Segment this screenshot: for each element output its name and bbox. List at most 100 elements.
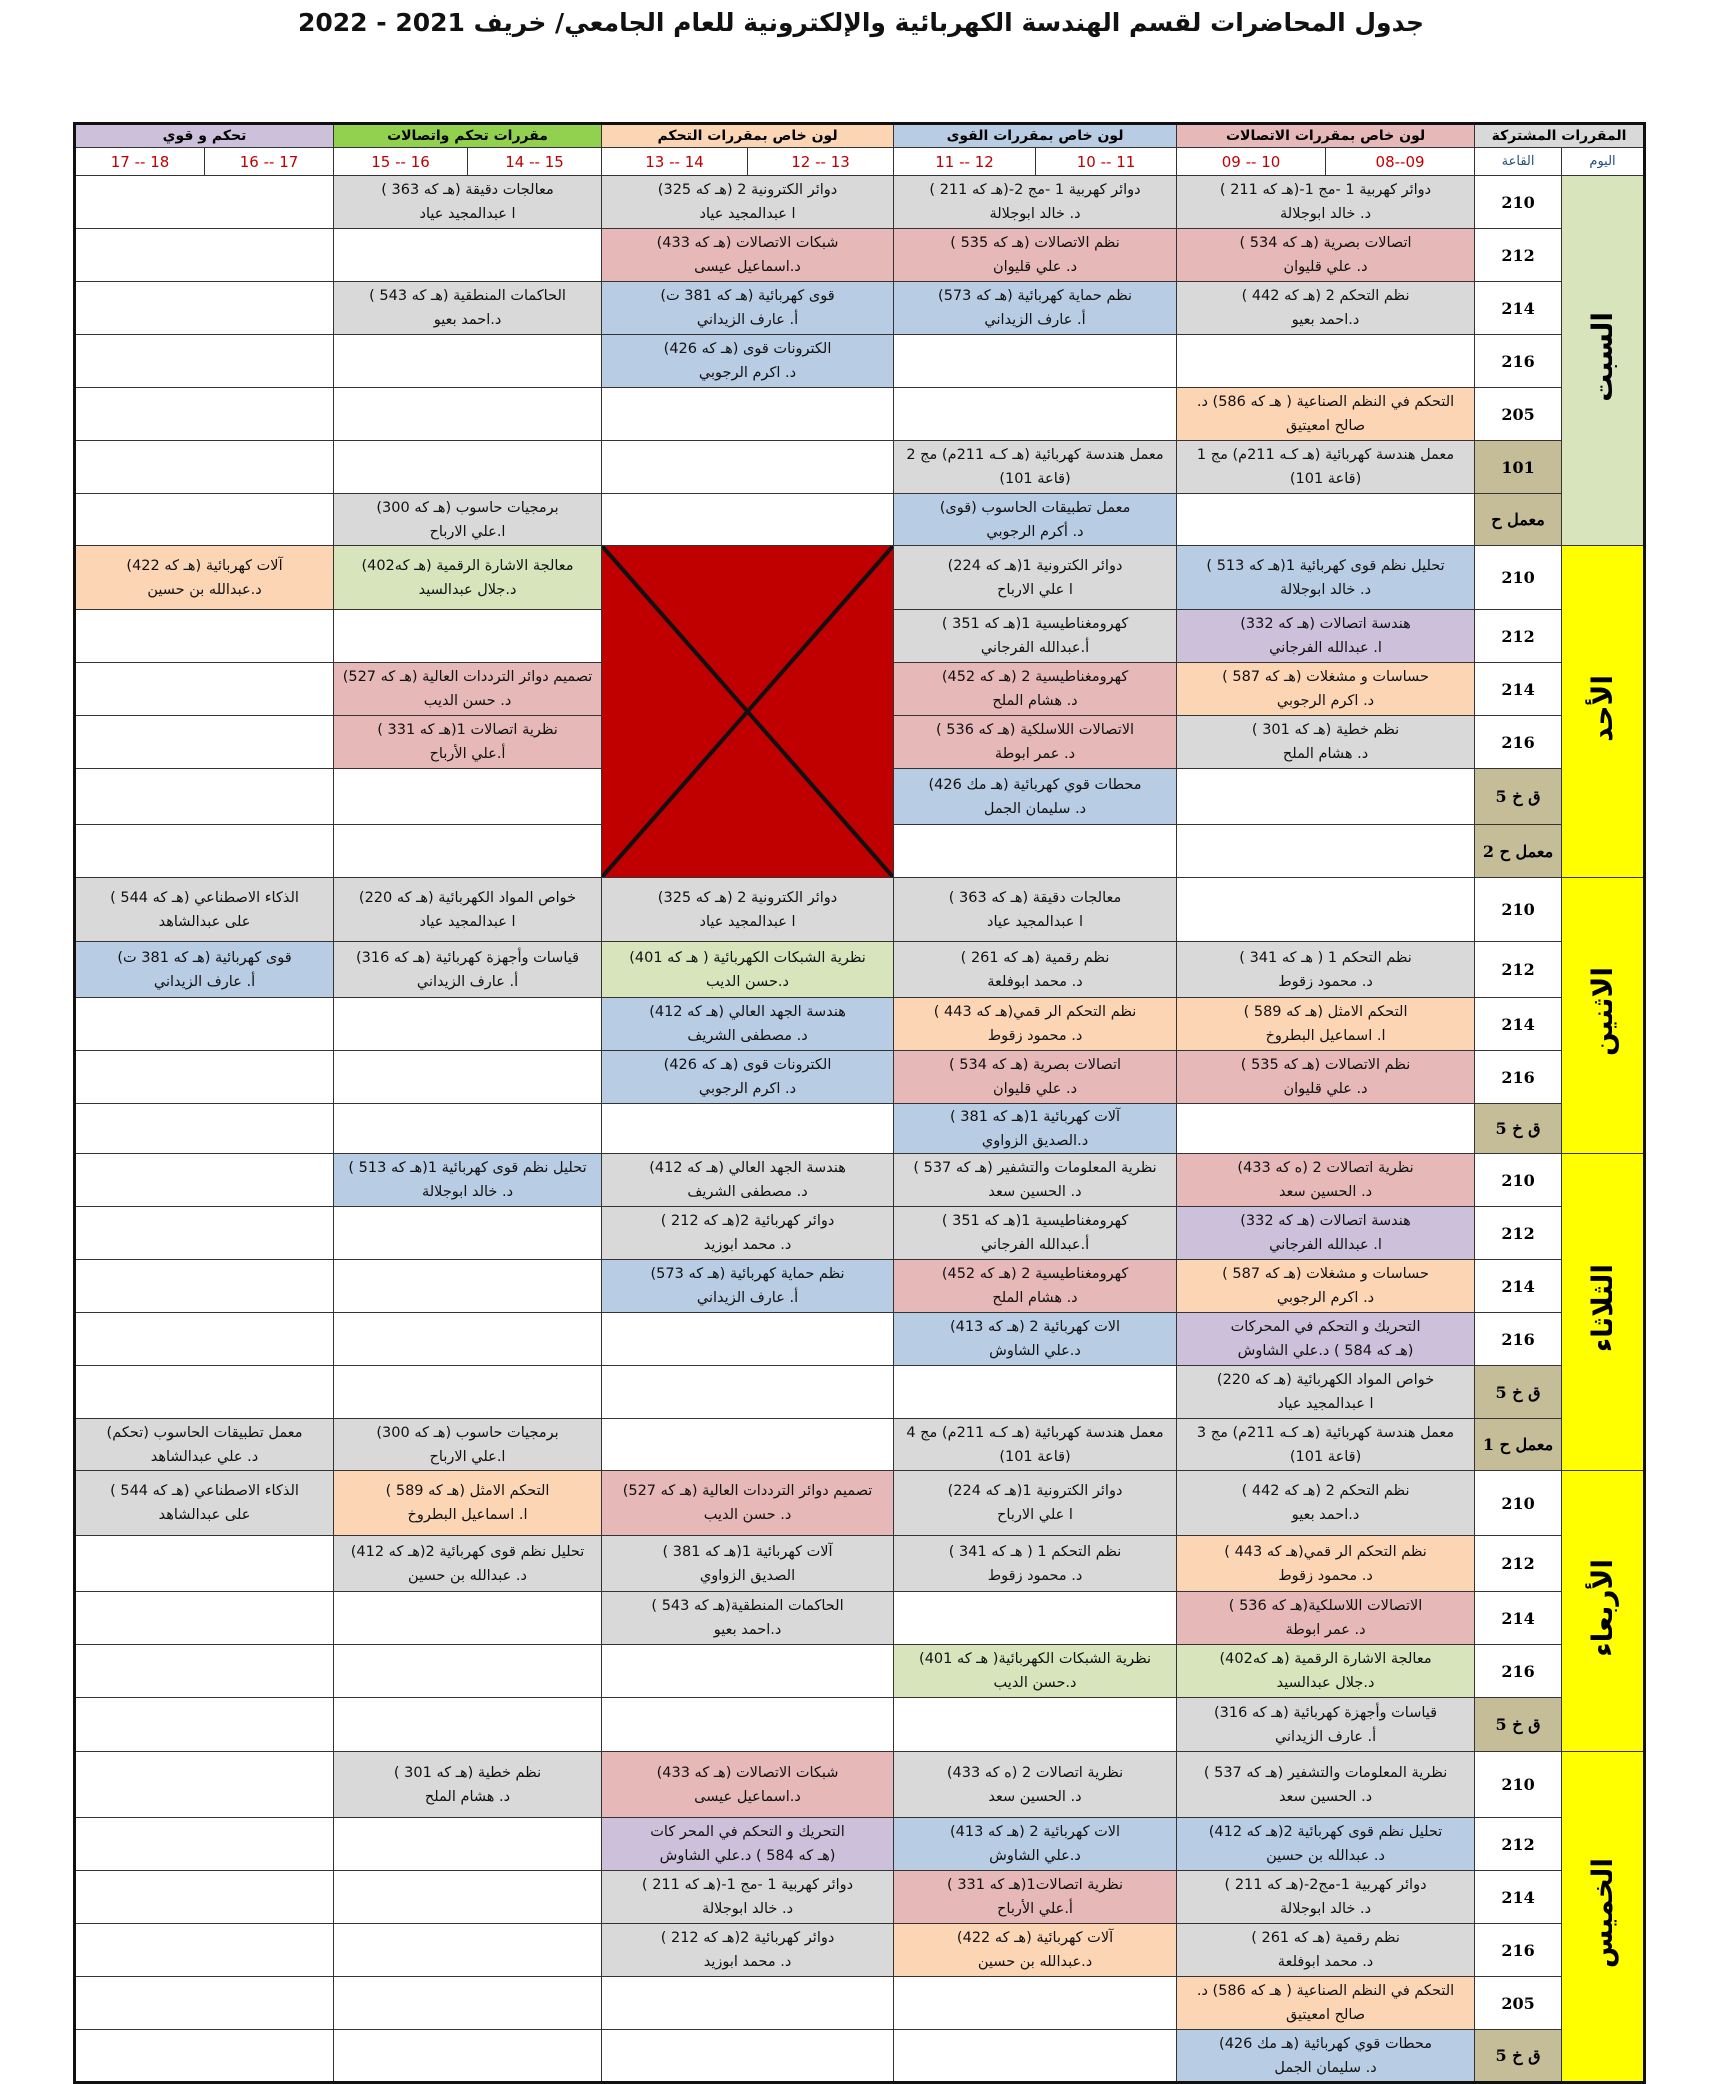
course-cell: الاتصالات اللاسلكية (هـ كه 536 ) د. عمر ا… — [893, 715, 1178, 769]
course-cell: التحكم في النظم الصناعية ( هـ كه 586) د.… — [1176, 387, 1476, 441]
course-name: خواص المواد الكهربائية (هـ كه 220) — [358, 889, 577, 906]
course-cell: نظم الاتصالات (هـ كه 535 ) د. علي قليوان — [893, 228, 1178, 282]
course-name: نظم رقمية (هـ كه 261 ) — [1251, 1930, 1400, 1946]
room-cell: 214 — [1474, 1870, 1563, 1924]
instructor-name: د. علي قليوان — [1283, 259, 1368, 275]
course-cell: دوائر كهربائية 2(هـ كه 212 ) د. محمد ابوز… — [601, 1206, 895, 1260]
empty-cell — [333, 440, 603, 494]
course-cell: تحليل نظم قوى كهربائية 1(هـ كه 513 ) د. خ… — [1176, 545, 1476, 610]
instructor-name: د. سليمان الجمل — [983, 800, 1087, 817]
course-cell: نظم حماية كهربائية (هـ كه 573) أ. عارف ال… — [601, 1259, 895, 1313]
course-cell: الاتصالات اللاسلكية(هـ كه 536 ) د. عمر اب… — [1176, 1591, 1476, 1645]
course-cell: نظم التحكم 1 ( هـ كه 341 ) د. محمود زقوط — [893, 1535, 1178, 1592]
empty-cell — [333, 1591, 603, 1645]
course-name: نظرية المعلومات والتشفير (هـ كه 537 ) — [913, 1160, 1157, 1176]
room-cell: 214 — [1474, 281, 1563, 335]
course-cell: الحاكمات المنطقية (هـ كه 543 ) د.احمد بعي… — [333, 281, 603, 335]
course-cell: كهرومغناطيسية 2 (هـ كه 452) د. هشام الملح — [893, 1259, 1178, 1313]
room-cell: ق خ 5 — [1474, 1103, 1563, 1154]
empty-cell — [73, 768, 335, 825]
table-row: 214 الاتصالات اللاسلكية(هـ كه 536 ) د. عمر… — [73, 1591, 1645, 1645]
empty-cell — [333, 1870, 603, 1924]
day-cell: الثلاثاء — [1561, 1153, 1646, 1471]
instructor-name: ا عبدالمجيد عياد — [1277, 1396, 1374, 1412]
empty-cell — [893, 824, 1178, 878]
empty-cell — [893, 1365, 1178, 1419]
instructor-name: د. هشام الملح — [992, 693, 1078, 709]
course-cell: نظم التحكم 2 (هـ كه 442 ) د.احمد بعيو — [1176, 281, 1476, 335]
course-name: كهرومغناطيسية 1(هـ كه 351 ) — [941, 1213, 1129, 1229]
instructor-name: ا علي الارباح — [997, 1507, 1073, 1523]
instructor-name: د.احمد بعيو — [433, 312, 502, 328]
day-cell: الأربعاء — [1561, 1470, 1646, 1752]
instructor-name: (هـ كه 584 ) د.علي الشاوش — [1237, 1343, 1414, 1359]
legend-group-0: لون خاص بمقررات الاتصالات — [1176, 123, 1476, 148]
course-name: شبكات الاتصالات (هـ كه 433) — [656, 235, 839, 251]
table-row: ق خ 5 محطات قوي كهربائية (هـ مك 426) د. سل… — [73, 2029, 1645, 2083]
instructor-name: أ.عبدالله الفرجاني — [980, 1237, 1090, 1253]
table-row: 212 تحليل نظم قوى كهربائية 2(هـ كه 412) د.… — [73, 1817, 1645, 1871]
instructor-name: د. حسن الديب — [423, 693, 512, 709]
empty-cell — [1176, 493, 1476, 546]
course-name: دوائر الكترونية 2 (هـ كه 325) — [657, 889, 838, 906]
course-name: برمجيات حاسوب (هـ كه 300) — [376, 1424, 559, 1441]
day-cell: السبت — [1561, 175, 1646, 546]
table-row: 212 نظم التحكم الر قمي(هـ كه 443 ) د. محمو… — [73, 1535, 1645, 1592]
instructor-name: د.احمد بعيو — [713, 1622, 782, 1638]
room-cell: 216 — [1474, 715, 1563, 769]
course-cell: معمل تطبيقات الحاسوب (تحكم) د. علي عبدالش… — [73, 1418, 335, 1471]
instructor-name: د. حسن الديب — [703, 1507, 792, 1523]
empty-cell — [333, 768, 603, 825]
course-name: تصميم دوائر الترددات العالية (هـ كه 527) — [342, 669, 593, 685]
instructor-name: د. عمر ابوطة — [1285, 1622, 1366, 1638]
course-name: الكترونات قوى (هـ كه 426) — [663, 1057, 832, 1073]
table-row: 214 حساسات و مشغلات (هـ كه 587 ) د. اكرم ا… — [73, 1259, 1645, 1313]
course-cell: آلات كهربائية 1(هـ كه 381 ) د.الصديق الزو… — [893, 1103, 1178, 1154]
room-cell: 210 — [1474, 877, 1563, 942]
instructor-name: ا عبدالمجيد عياد — [987, 913, 1083, 930]
instructor-name: د. محمود زقوط — [1278, 1567, 1373, 1584]
course-name: معمل هندسة كهربائية (هـ كـه 211م) مج 3 — [1196, 1424, 1455, 1441]
course-cell: نظم رقمية (هـ كه 261 ) د. محمد ابوفلعة — [893, 941, 1178, 998]
instructor-name: د. سليمان الجمل — [1274, 2059, 1377, 2076]
course-name: تحليل نظم قوى كهربائية 1(هـ كه 513 ) — [348, 1160, 587, 1176]
course-name: التحكم في النظم الصناعية ( هـ كه 586) د. — [1196, 1983, 1455, 1999]
course-name: نظم التحكم 1 ( هـ كه 341 ) — [1239, 949, 1412, 966]
course-cell: معمل هندسة كهربائية (هـ كـه 211م) مج 2 (ق… — [893, 440, 1178, 494]
day-name: السبت — [1586, 312, 1620, 402]
course-name: الذكاء الاصطناعي (هـ كه 544 ) — [110, 889, 299, 906]
course-cell: نظرية اتصالات1(هـ كه 331 ) أ.علي الأرباح — [893, 1870, 1178, 1924]
course-name: هندسة اتصالات (هـ كه 332) — [1240, 1213, 1411, 1229]
empty-cell — [601, 1418, 895, 1471]
room-cell: 212 — [1474, 1206, 1563, 1260]
empty-cell — [601, 1976, 895, 2030]
instructor-name: د.جلال عبدالسيد — [418, 581, 517, 598]
legend-group-4: تحكم و قوي — [73, 123, 335, 148]
instructor-name: د.عبدالله بن حسين — [147, 581, 262, 598]
instructor-name: أ.علي الأرباح — [429, 746, 506, 762]
instructor-name: د. علي قليوان — [992, 1081, 1078, 1097]
empty-cell — [73, 1312, 335, 1366]
empty-cell — [73, 1535, 335, 1592]
course-name: الذكاء الاصطناعي (هـ كه 544 ) — [110, 1483, 299, 1499]
empty-cell — [601, 1644, 895, 1698]
empty-cell — [73, 609, 335, 663]
empty-cell — [333, 1206, 603, 1260]
course-name: محطات قوي كهربائية (هـ مك 426) — [928, 776, 1142, 793]
instructor-name: ا عبدالمجيد عياد — [699, 913, 796, 930]
instructor-name: د. اكرم الرجوبي — [1276, 1290, 1375, 1306]
instructor-name: ا عبدالمجيد عياد — [419, 206, 516, 222]
instructor-name: د. هشام الملح — [1282, 746, 1369, 762]
course-cell: قوى كهربائية (هـ كه 381 ت) أ. عارف الزيدا… — [601, 281, 895, 335]
room-cell: 212 — [1474, 1535, 1563, 1592]
instructor-name: (قاعة 101) — [999, 1448, 1071, 1465]
instructor-name: د. عبدالله بن حسين — [1266, 1848, 1386, 1864]
instructor-name: أ.علي الأرباح — [997, 1901, 1073, 1917]
instructor-name: د. مصطفى الشريف — [687, 1028, 808, 1044]
room-cell: ق خ 5 — [1474, 1697, 1563, 1752]
instructor-name: د.حسن الديب — [706, 973, 789, 990]
table-row: الخميس 210 نظرية المعلومات والتشفير (هـ كه… — [73, 1751, 1646, 2083]
empty-cell — [73, 387, 335, 441]
instructor-name: د. الحسين سعد — [1278, 1788, 1373, 1805]
instructor-name: د.احمد بعيو — [1291, 312, 1360, 328]
